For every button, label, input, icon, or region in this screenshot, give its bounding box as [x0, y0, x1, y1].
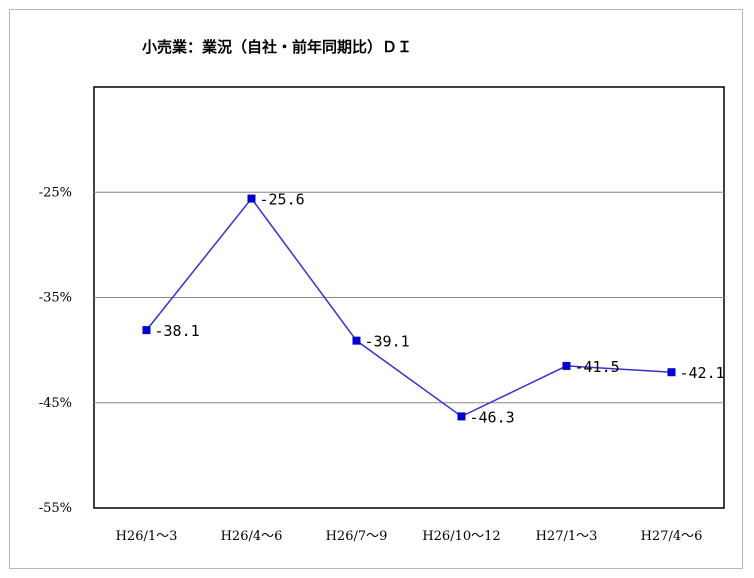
- chart-title: 小売業：業況（自社・前年同期比）ＤＩ: [142, 38, 412, 56]
- data-point: [562, 361, 571, 370]
- x-tick-label: H26/1～3: [116, 529, 178, 544]
- series-group: -38.1 -25.6 -39.1 -46.3 -41.5 -42.1: [142, 191, 725, 426]
- x-tick-label: H26/10～12: [422, 529, 500, 544]
- chart-frame: 小売業：業況（自社・前年同期比）ＤＩ -25% -35% -45% -55% H26/…: [9, 9, 743, 569]
- y-tick-label: -35%: [39, 291, 72, 306]
- series-line: [145, 197, 672, 418]
- data-label: -42.1: [680, 364, 725, 382]
- data-label: -46.3: [470, 408, 515, 426]
- data-point: [352, 336, 361, 345]
- y-axis: -25% -35% -45% -55%: [39, 185, 72, 516]
- data-point: [142, 326, 151, 335]
- data-label: -41.5: [575, 358, 620, 376]
- gridlines: [94, 191, 724, 404]
- x-tick-label: H26/4～6: [221, 529, 283, 544]
- data-point: [247, 194, 256, 203]
- x-tick-label: H27/1～3: [536, 529, 598, 544]
- data-label: -39.1: [365, 333, 410, 351]
- data-label: -25.6: [260, 191, 305, 209]
- x-tick-label: H27/4～6: [641, 529, 703, 544]
- y-tick-label: -25%: [39, 185, 72, 200]
- line-chart: 小売業：業況（自社・前年同期比）ＤＩ -25% -35% -45% -55% H26/…: [39, 38, 725, 544]
- x-tick-label: H26/7～9: [326, 529, 388, 544]
- data-point: [457, 412, 466, 421]
- y-tick-label: -55%: [39, 501, 72, 516]
- data-point: [667, 368, 676, 377]
- data-label: -38.1: [155, 322, 200, 340]
- x-axis: H26/1～3 H26/4～6 H26/7～9 H26/10～12 H27/1～3 H27…: [116, 529, 703, 544]
- y-tick-label: -45%: [39, 396, 72, 411]
